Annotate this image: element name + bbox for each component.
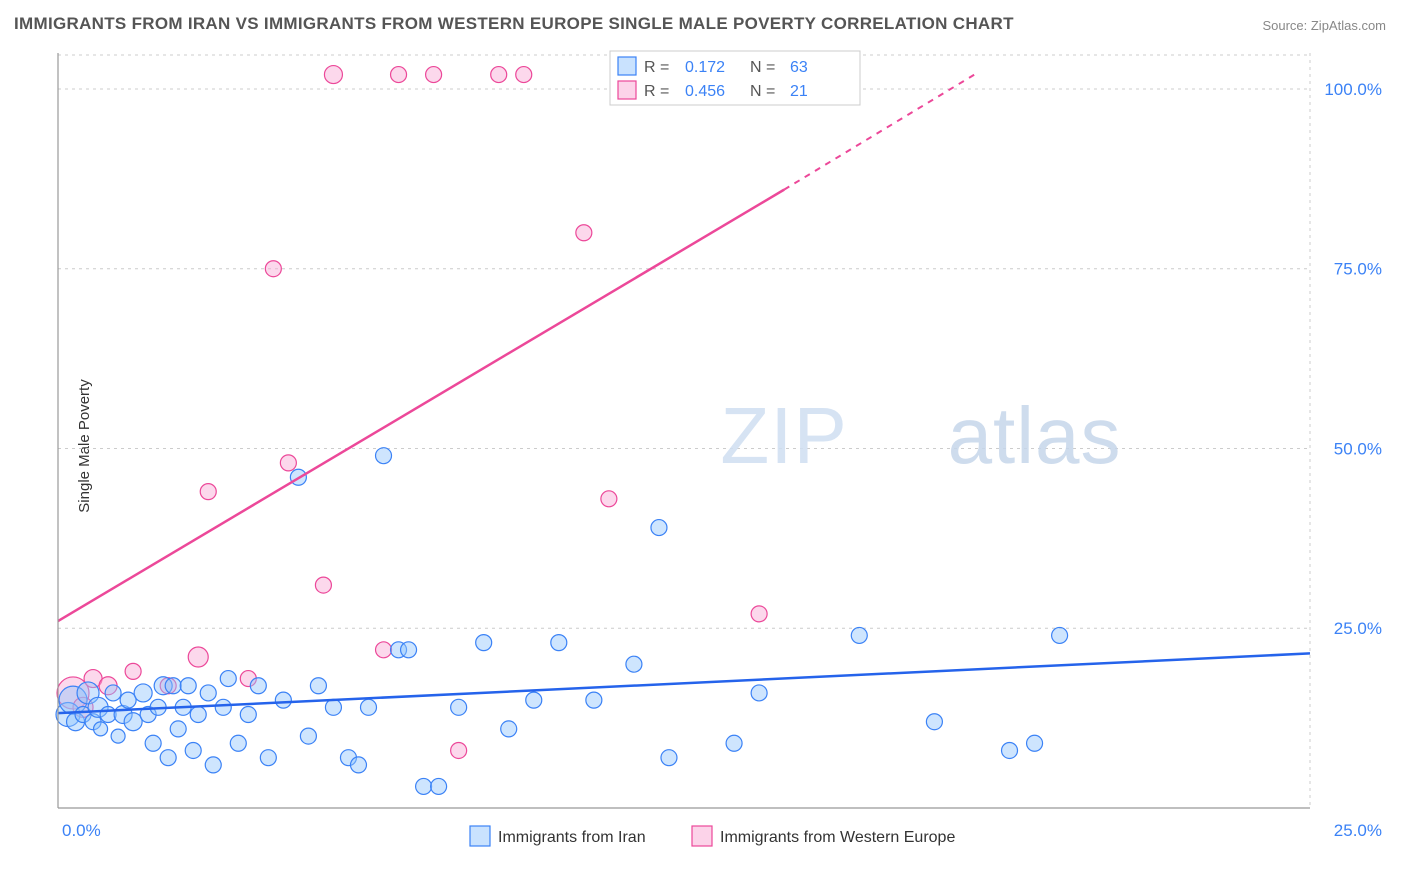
data-point <box>1002 742 1018 758</box>
n-value-pink: 21 <box>790 83 808 100</box>
data-point <box>275 692 291 708</box>
data-point <box>501 721 517 737</box>
data-point <box>324 66 342 84</box>
data-point <box>220 671 236 687</box>
data-point <box>280 455 296 471</box>
legend-swatch-blue <box>618 57 636 75</box>
svg-text:R =: R = <box>644 59 669 76</box>
data-point <box>1027 735 1043 751</box>
data-point <box>401 642 417 658</box>
data-point <box>476 635 492 651</box>
data-point <box>325 699 341 715</box>
data-point <box>751 685 767 701</box>
data-point <box>661 750 677 766</box>
data-point <box>391 67 407 83</box>
data-point <box>94 722 108 736</box>
data-point <box>626 656 642 672</box>
data-point <box>265 261 281 277</box>
data-point <box>188 647 208 667</box>
data-point <box>185 742 201 758</box>
data-point <box>170 721 186 737</box>
data-point <box>926 714 942 730</box>
data-point <box>651 520 667 536</box>
data-point <box>431 778 447 794</box>
trend-line-pink <box>58 190 784 621</box>
data-point <box>215 699 231 715</box>
data-point <box>416 778 432 794</box>
scatter-chart: ZIP atlas 25.0% 50.0% 75.0% 100.0% 0.0% 25.0% R … <box>50 48 1390 858</box>
y-tick-label: 25.0% <box>1334 619 1382 638</box>
data-point <box>726 735 742 751</box>
data-point <box>576 225 592 241</box>
legend-swatch <box>470 826 490 846</box>
data-point <box>451 699 467 715</box>
data-point <box>586 692 602 708</box>
data-point <box>315 577 331 593</box>
legend-swatch <box>692 826 712 846</box>
svg-text:atlas: atlas <box>948 391 1122 480</box>
r-value-blue: 0.172 <box>685 59 725 76</box>
y-tick-label: 50.0% <box>1334 439 1382 458</box>
data-point <box>105 685 121 701</box>
data-point <box>124 713 142 731</box>
data-point <box>205 757 221 773</box>
data-point <box>190 707 206 723</box>
data-point <box>111 729 125 743</box>
data-point <box>250 678 266 694</box>
legend-swatch-pink <box>618 81 636 99</box>
data-point <box>551 635 567 651</box>
y-tick-label: 100.0% <box>1324 80 1382 99</box>
data-point <box>360 699 376 715</box>
data-point <box>240 707 256 723</box>
data-point <box>160 750 176 766</box>
data-point <box>165 678 181 694</box>
data-point <box>200 484 216 500</box>
data-point <box>230 735 246 751</box>
chart-area: ZIP atlas 25.0% 50.0% 75.0% 100.0% 0.0% 25.0% R … <box>50 48 1390 838</box>
source-label: Source: ZipAtlas.com <box>1262 18 1386 33</box>
data-point <box>260 750 276 766</box>
data-point <box>180 678 196 694</box>
n-value-blue: 63 <box>790 59 808 76</box>
r-value-pink: 0.456 <box>685 83 725 100</box>
data-point <box>376 448 392 464</box>
y-tick-label: 75.0% <box>1334 260 1382 279</box>
data-point <box>491 67 507 83</box>
svg-text:N =: N = <box>750 59 775 76</box>
x-tick-label: 25.0% <box>1334 821 1382 840</box>
data-point <box>300 728 316 744</box>
legend-label: Immigrants from Western Europe <box>720 829 955 846</box>
data-point <box>310 678 326 694</box>
data-point <box>526 692 542 708</box>
data-point <box>851 627 867 643</box>
data-point <box>125 663 141 679</box>
svg-text:R =: R = <box>644 83 669 100</box>
data-point <box>451 742 467 758</box>
data-point <box>350 757 366 773</box>
svg-text:ZIP: ZIP <box>720 391 847 480</box>
data-point <box>426 67 442 83</box>
data-point <box>145 735 161 751</box>
data-point <box>601 491 617 507</box>
data-point <box>751 606 767 622</box>
data-point <box>1052 627 1068 643</box>
data-point <box>134 684 152 702</box>
data-point <box>516 67 532 83</box>
data-point <box>376 642 392 658</box>
x-tick-label: 0.0% <box>62 821 101 840</box>
legend-label: Immigrants from Iran <box>498 829 646 846</box>
data-point <box>200 685 216 701</box>
chart-title: IMMIGRANTS FROM IRAN VS IMMIGRANTS FROM … <box>14 14 1014 34</box>
svg-text:N =: N = <box>750 83 775 100</box>
